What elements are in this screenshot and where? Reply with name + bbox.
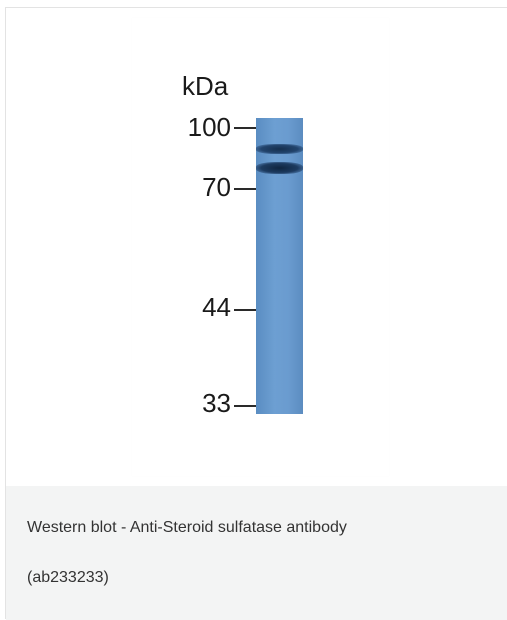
marker-tick-70 bbox=[234, 188, 256, 190]
figure-caption: Western blot - Anti-Steroid sulfatase an… bbox=[6, 486, 507, 620]
figure-image: kDa 100 70 44 33 bbox=[6, 8, 507, 486]
blot-band-lower bbox=[256, 162, 303, 174]
figure-card: kDa 100 70 44 33 Western blot - Anti-Ste… bbox=[5, 7, 507, 620]
marker-label-70: 70 bbox=[202, 172, 231, 202]
marker-tick-100 bbox=[234, 127, 256, 129]
blot-band-upper bbox=[256, 144, 303, 154]
marker-tick-44 bbox=[234, 309, 256, 311]
marker-label-100: 100 bbox=[187, 112, 231, 142]
marker-label-33: 33 bbox=[202, 388, 231, 418]
caption-title: Western blot - Anti-Steroid sulfatase an… bbox=[27, 519, 347, 536]
caption-product-code: (ab233233) bbox=[27, 569, 109, 586]
marker-tick-33 bbox=[234, 405, 256, 407]
unit-label: kDa bbox=[182, 71, 229, 101]
marker-label-44: 44 bbox=[202, 292, 231, 322]
